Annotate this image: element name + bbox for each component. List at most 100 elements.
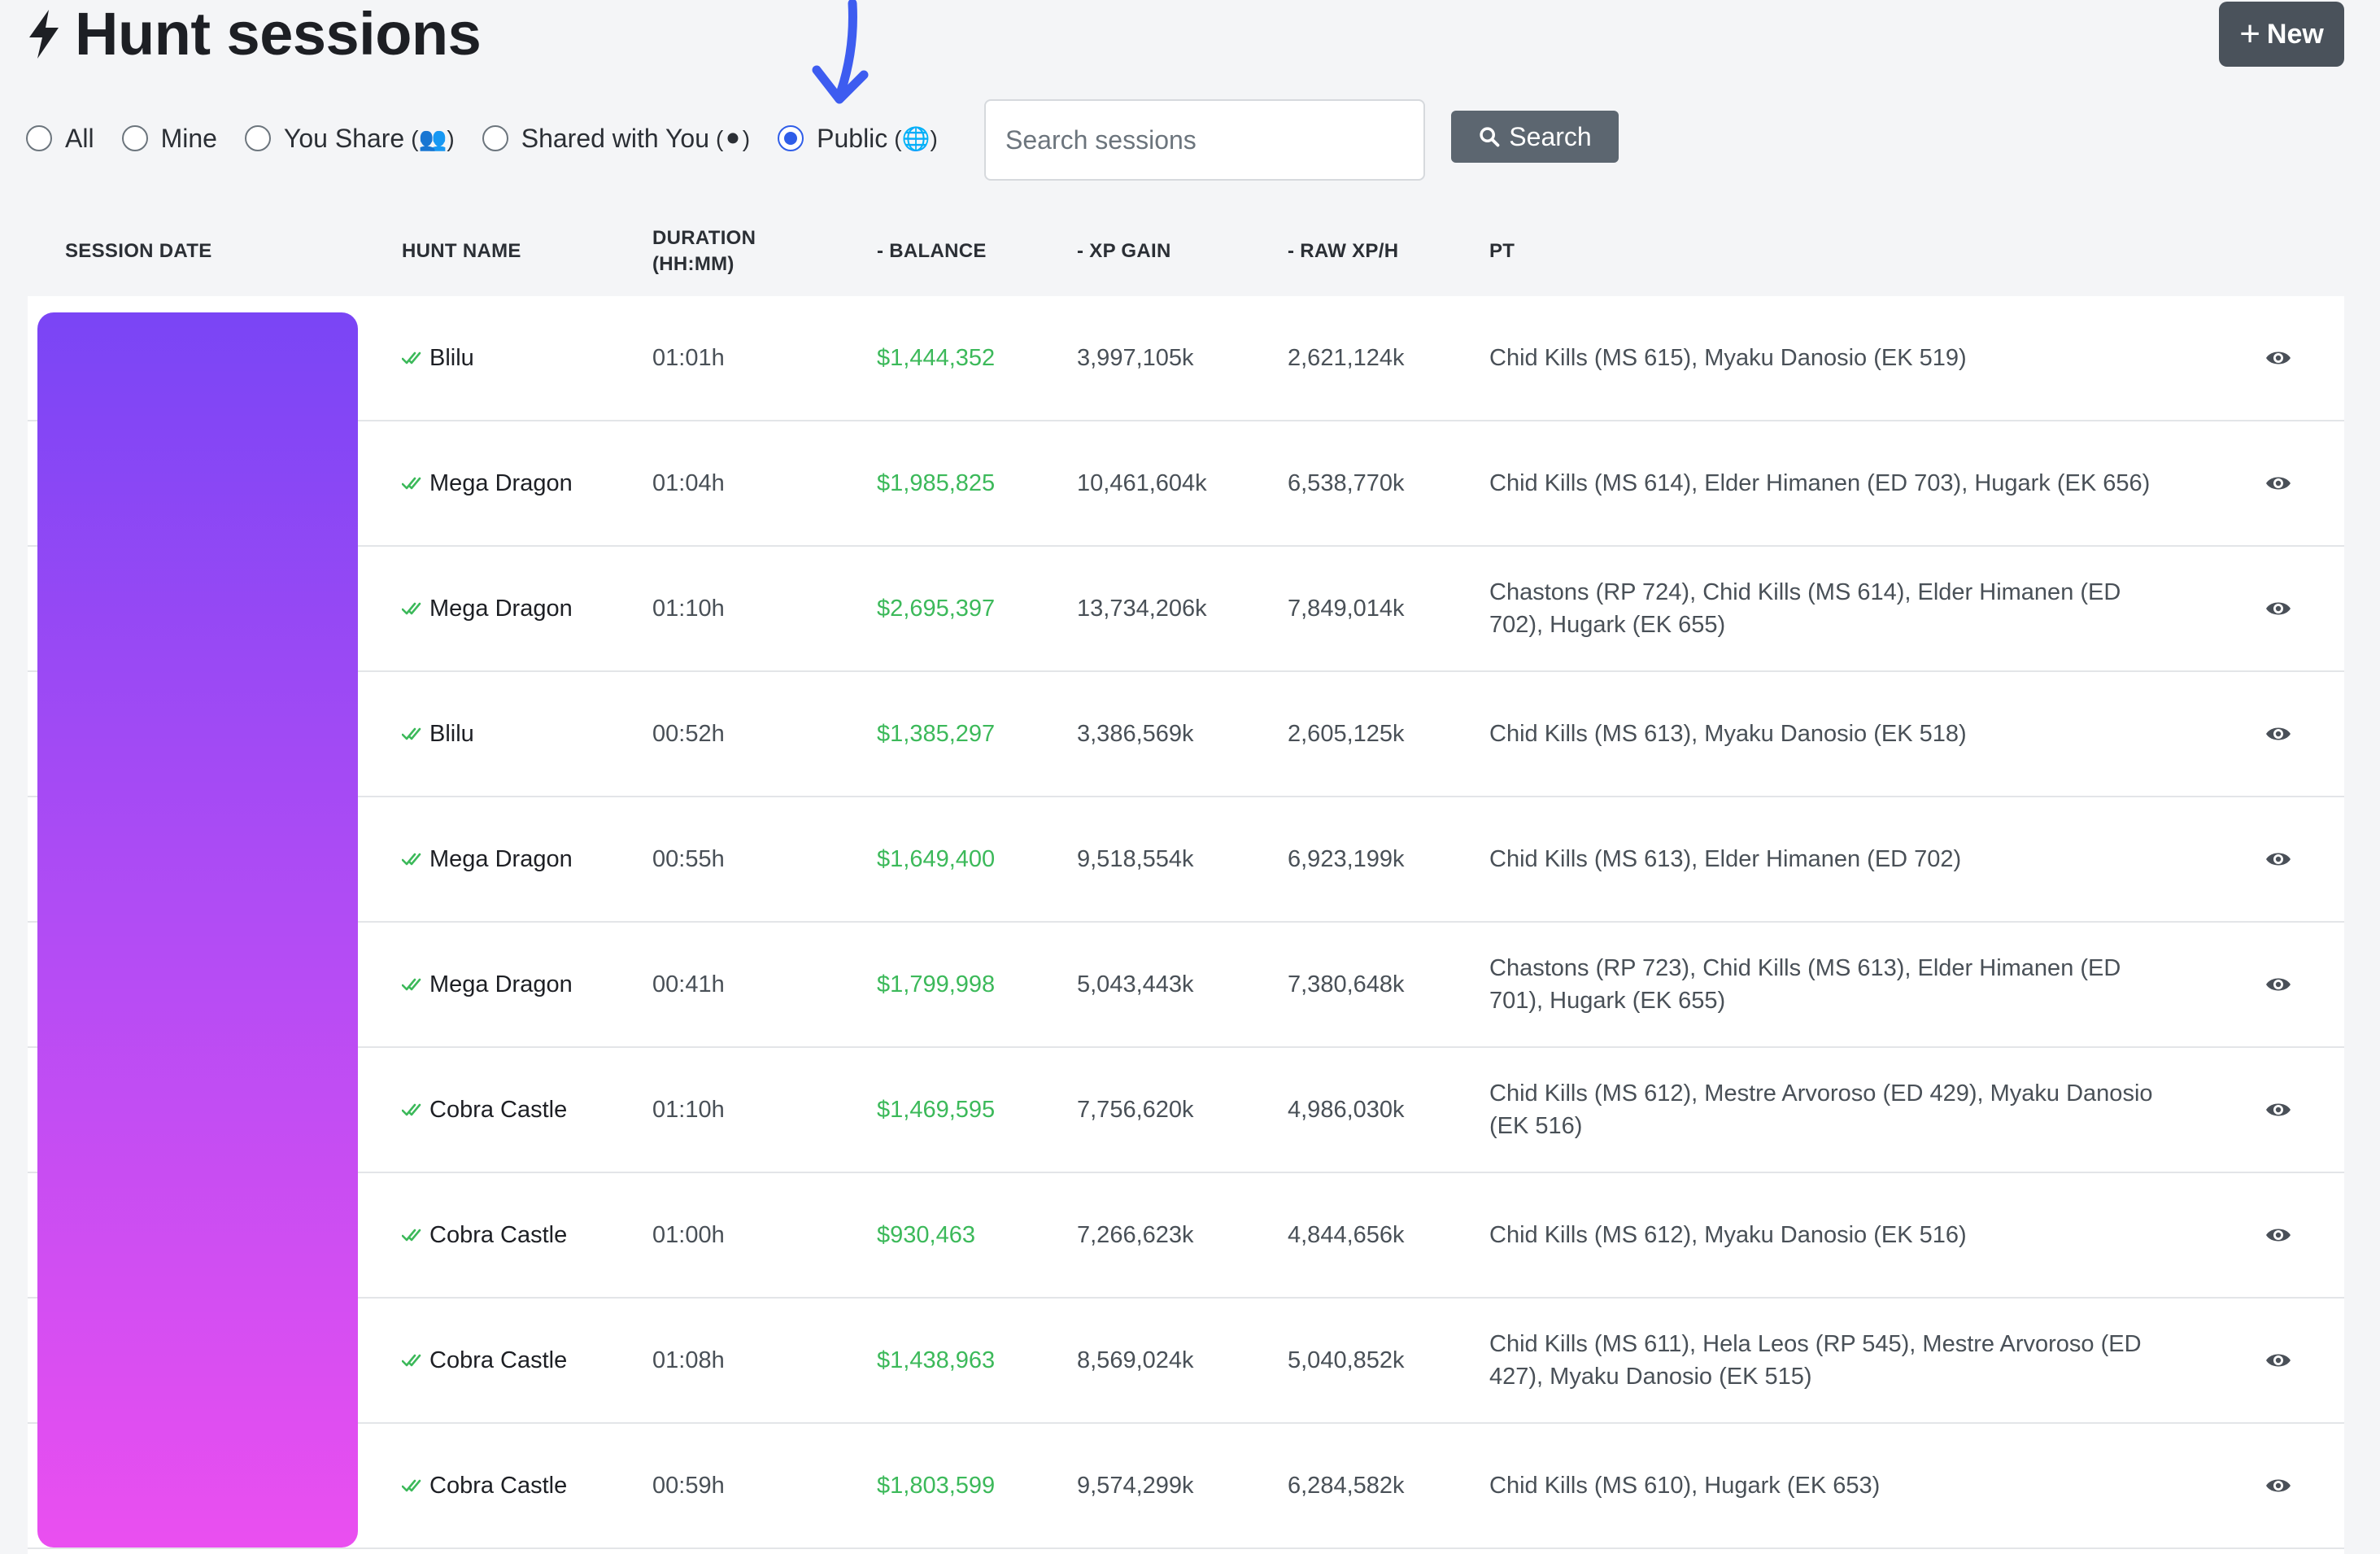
session-date: Feb 14, 2024 18:37	[112, 1096, 317, 1123]
search-button[interactable]: Search	[1451, 111, 1619, 163]
visibility-filter: All Mine You Share (👥) Shared with You (⚫) Pub…	[26, 114, 966, 163]
party-cell: Chid Kills (MS 612), Myaku Danosio (EK 5…	[1489, 1222, 1967, 1248]
balance-cell: $1,799,998	[877, 971, 996, 997]
filter-radio-you-share[interactable]: You Share (👥)	[244, 124, 455, 154]
view-session-button[interactable]	[2264, 421, 2292, 545]
hunt-name: Blilu	[429, 344, 474, 371]
eye-icon[interactable]	[2264, 347, 2292, 369]
filter-glyph-icon: (👥)	[411, 125, 455, 151]
view-session-button[interactable]	[2264, 923, 2292, 1046]
session-date-cell: Feb 17, 2024 09:28	[65, 296, 317, 420]
table-row[interactable]: Feb 17, 2024 09:28 Blilu 01:01h $1,444,352 3…	[28, 296, 2344, 421]
filter-radio-mine[interactable]: Mine	[121, 123, 217, 154]
session-date: Feb 14, 2024 21:22	[112, 971, 317, 997]
hunt-name: Cobra Castle	[429, 1221, 568, 1248]
balance-cell: $1,469,595	[877, 1096, 996, 1123]
party-cell: Chid Kills (MS 610), Hugark (EK 653)	[1489, 1473, 1881, 1499]
globe-icon	[65, 850, 83, 868]
xp-gain-cell: 8,569,024k	[1077, 1347, 1194, 1373]
page-title: Hunt sessions	[75, 0, 482, 68]
hunt-name: Cobra Castle	[429, 1347, 568, 1373]
double-check-icon	[402, 477, 421, 490]
xp-gain-cell: 7,266,623k	[1077, 1221, 1194, 1248]
search-input[interactable]	[984, 99, 1425, 181]
view-session-button[interactable]	[2264, 296, 2292, 420]
balance-cell: $1,803,599	[877, 1472, 996, 1499]
table-row[interactable]: Feb 14, 2024 17:10 Cobra Castle 01:00h $930…	[28, 1173, 2344, 1299]
hunt-name: Mega Dragon	[429, 845, 573, 872]
session-date-cell: Feb 16, 2024 21:21	[65, 421, 317, 545]
globe-icon	[65, 1101, 83, 1119]
eye-icon[interactable]	[2264, 974, 2292, 995]
globe-icon	[65, 1477, 83, 1495]
party-cell: Chid Kills (MS 614), Elder Himanen (ED 7…	[1489, 470, 2151, 496]
xp-gain-cell: 3,386,569k	[1077, 720, 1194, 747]
party-cell: Chastons (RP 724), Chid Kills (MS 614), …	[1489, 579, 2121, 638]
double-check-icon	[402, 727, 421, 740]
balance-cell: $1,985,825	[877, 469, 996, 496]
view-session-button[interactable]	[2264, 672, 2292, 796]
balance-cell: $1,385,297	[877, 720, 996, 747]
radio-circle[interactable]	[26, 125, 52, 151]
eye-icon[interactable]	[2264, 849, 2292, 870]
new-button-label: New	[2266, 18, 2324, 50]
radio-circle[interactable]	[482, 125, 508, 151]
filter-label: Mine	[160, 123, 217, 153]
view-session-button[interactable]	[2264, 1424, 2292, 1547]
eye-icon[interactable]	[2264, 1099, 2292, 1120]
session-date: Feb 16, 2024 18:12	[112, 595, 317, 622]
radio-circle[interactable]	[244, 125, 271, 151]
column-duration[interactable]: DURATION (HH:MM)	[652, 227, 756, 275]
raw-xph-cell: 4,986,030k	[1288, 1096, 1405, 1123]
filter-glyph-icon: (🌐)	[894, 125, 938, 151]
shared-dot-icon	[88, 850, 106, 868]
view-session-button[interactable]	[2264, 797, 2292, 921]
table-row[interactable]: Feb 16, 2024 18:12 Mega Dragon 01:10h $2,69…	[28, 547, 2344, 672]
duration-cell: 01:00h	[652, 1221, 725, 1248]
shared-dot-icon	[88, 349, 106, 367]
shared-dot-icon	[88, 1351, 106, 1369]
table-row[interactable]: Feb 16, 2024 21:21 Mega Dragon 01:04h $1,98…	[28, 421, 2344, 547]
eye-icon[interactable]	[2264, 723, 2292, 744]
column-raw-xph[interactable]: - RAW XP/H	[1288, 240, 1399, 262]
view-session-button[interactable]	[2264, 1048, 2292, 1172]
table-row[interactable]: Feb 14, 2024 18:37 Cobra Castle 01:10h $1,4…	[28, 1048, 2344, 1173]
view-session-button[interactable]	[2264, 547, 2292, 670]
party-cell: Chastons (RP 723), Chid Kills (MS 613), …	[1489, 955, 2121, 1014]
table-row[interactable]: Feb 14, 2024 08:45 Cobra Castle 01:08h $1,4…	[28, 1299, 2344, 1424]
xp-gain-cell: 3,997,105k	[1077, 344, 1194, 371]
filter-radio-public[interactable]: Public (🌐)	[778, 124, 938, 154]
filter-radio-all[interactable]: All	[26, 124, 94, 154]
radio-circle[interactable]	[778, 125, 804, 151]
eye-icon[interactable]	[2264, 1475, 2292, 1496]
session-date-cell: Feb 16, 2024 18:12	[65, 547, 317, 670]
view-session-button[interactable]	[2264, 1299, 2292, 1422]
table-row[interactable]: Feb 16, 2024 11:06 Blilu 00:52h $1,385,297 3…	[28, 672, 2344, 797]
table-row[interactable]: Feb 14, 2024 21:22 Mega Dragon 00:41h $1,79…	[28, 923, 2344, 1048]
eye-icon[interactable]	[2264, 598, 2292, 619]
view-session-button[interactable]	[2264, 1173, 2292, 1297]
globe-icon	[65, 600, 83, 618]
column-balance[interactable]: - BALANCE	[877, 240, 987, 262]
session-date-cell: Feb 14, 2024 08:45	[65, 1299, 317, 1422]
duration-cell: 00:55h	[652, 845, 725, 872]
table-row[interactable]: Feb 15, 2024 08:13 Mega Dragon 00:55h $1,64…	[28, 797, 2344, 923]
radio-circle[interactable]	[121, 125, 148, 151]
column-hunt-name[interactable]: HUNT NAME	[402, 240, 521, 262]
hunt-name-cell: Blilu	[402, 672, 474, 796]
new-session-button[interactable]: + New	[2219, 2, 2344, 67]
session-date: Feb 14, 2024 17:10	[112, 1221, 317, 1248]
column-session-date[interactable]: SESSION DATE	[65, 240, 212, 262]
xp-gain-cell: 13,734,206k	[1077, 595, 1207, 622]
eye-icon[interactable]	[2264, 1224, 2292, 1246]
eye-icon[interactable]	[2264, 473, 2292, 494]
balance-cell: $1,649,400	[877, 845, 996, 872]
double-check-icon	[402, 1103, 421, 1116]
column-xp-gain[interactable]: - XP GAIN	[1077, 240, 1171, 262]
balance-cell: $930,463	[877, 1221, 975, 1248]
eye-icon[interactable]	[2264, 1350, 2292, 1371]
table-row[interactable]: Feb 13, 2024 19:28 Cobra Castle 00:59h $1,8…	[28, 1424, 2344, 1549]
shared-dot-icon	[88, 1226, 106, 1244]
column-pt[interactable]: PT	[1489, 240, 1515, 262]
filter-radio-shared-with-you[interactable]: Shared with You (⚫)	[482, 124, 750, 154]
